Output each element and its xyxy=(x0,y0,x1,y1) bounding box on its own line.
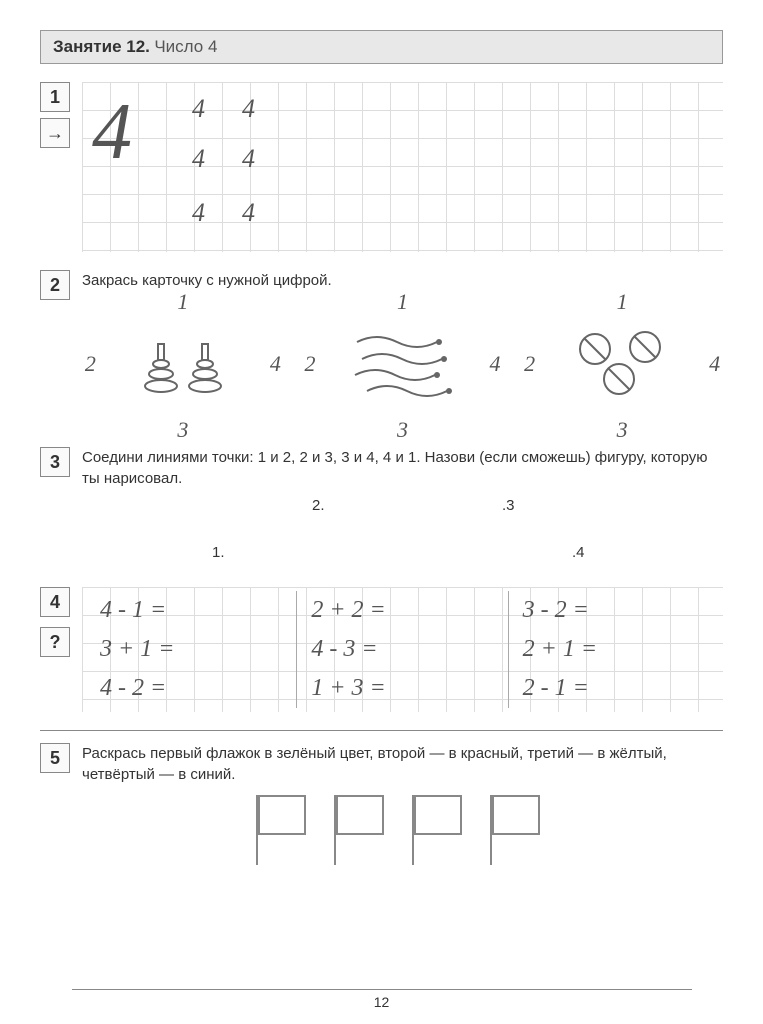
exercise-4: 4 ? 4 - 1 = 2 + 2 = 3 - 2 = 3 + 1 = 4 - … xyxy=(40,587,723,712)
card-label-bottom: 3 xyxy=(397,417,408,443)
divider xyxy=(40,730,723,731)
math-problem: 4 - 3 = xyxy=(297,630,508,669)
card-label-top: 1 xyxy=(397,289,408,315)
pyramid-icon xyxy=(186,334,224,394)
point-4: .4 xyxy=(572,544,585,561)
help-box: ? xyxy=(40,627,70,657)
flag-2 xyxy=(334,795,394,865)
exercise-1: 1 → 4 4 4 4 4 4 4 xyxy=(40,82,723,252)
flag-4 xyxy=(490,795,550,865)
trace-digit: 4 xyxy=(242,198,255,228)
math-row: 4 - 1 = 2 + 2 = 3 - 2 = xyxy=(86,591,719,630)
math-problem: 3 - 2 = xyxy=(509,591,719,630)
trace-digit: 4 xyxy=(192,144,205,174)
worms-icon xyxy=(347,327,457,402)
point-3: .3 xyxy=(502,497,515,514)
math-row: 4 - 2 = 1 + 3 = 2 - 1 = xyxy=(86,669,719,708)
exercise-number-3: 3 xyxy=(40,447,70,477)
card-label-right: 4 xyxy=(489,351,500,377)
math-problem: 3 + 1 = xyxy=(86,630,297,669)
exercise-5: 5 Раскрась первый флажок в зелёный цвет,… xyxy=(40,743,723,865)
card-pyramids: 1 3 2 4 xyxy=(93,299,273,429)
balls-icon xyxy=(567,327,677,402)
page-number: 12 xyxy=(72,989,692,1010)
card-label-right: 4 xyxy=(709,351,720,377)
card-worms: 1 3 2 4 xyxy=(312,299,492,429)
flags-row xyxy=(82,795,723,865)
math-problem: 1 + 3 = xyxy=(297,669,508,708)
dots-area: 2. .3 1. .4 xyxy=(132,489,723,569)
trace-digit: 4 xyxy=(242,94,255,124)
flag-1 xyxy=(256,795,316,865)
ex3-instruction: Соедини линиями точки: 1 и 2, 2 и 3, 3 и… xyxy=(82,447,723,489)
card-label-bottom: 3 xyxy=(177,417,188,443)
lesson-topic: Число 4 xyxy=(154,37,217,56)
flag-3 xyxy=(412,795,472,865)
exercise-3: 3 Соедини линиями точки: 1 и 2, 2 и 3, 3… xyxy=(40,447,723,569)
card-balls: 1 3 2 4 xyxy=(532,299,712,429)
big-digit-4: 4 xyxy=(92,87,132,178)
card-label-right: 4 xyxy=(270,351,281,377)
card-label-left: 2 xyxy=(85,351,96,377)
pyramid-icon xyxy=(142,334,180,394)
exercise-2: 2 Закрась карточку с нужной цифрой. 1 3 … xyxy=(40,270,723,429)
exercise-number-2: 2 xyxy=(40,270,70,300)
math-problem: 4 - 2 = xyxy=(86,669,297,708)
tracing-grid: 4 4 4 4 4 4 4 xyxy=(82,82,723,252)
card-label-top: 1 xyxy=(617,289,628,315)
math-problem: 2 - 1 = xyxy=(509,669,719,708)
ex5-instruction: Раскрась первый флажок в зелёный цвет, в… xyxy=(82,743,723,785)
math-row: 3 + 1 = 4 - 3 = 2 + 1 = xyxy=(86,630,719,669)
math-problems-grid: 4 - 1 = 2 + 2 = 3 - 2 = 3 + 1 = 4 - 3 = … xyxy=(82,587,723,712)
cards-row: 1 3 2 4 1 3 2 4 xyxy=(82,299,723,429)
card-label-left: 2 xyxy=(304,351,315,377)
point-1: 1. xyxy=(212,544,225,561)
math-problem: 4 - 1 = xyxy=(86,591,297,630)
card-label-left: 2 xyxy=(524,351,535,377)
trace-digit: 4 xyxy=(242,144,255,174)
card-label-top: 1 xyxy=(177,289,188,315)
point-2: 2. xyxy=(312,497,325,514)
exercise-number-5: 5 xyxy=(40,743,70,773)
exercise-number-4: 4 xyxy=(40,587,70,617)
trace-digit: 4 xyxy=(192,94,205,124)
lesson-number: Занятие 12. xyxy=(53,37,150,56)
math-problem: 2 + 2 = xyxy=(297,591,508,630)
card-label-bottom: 3 xyxy=(617,417,628,443)
math-problem: 2 + 1 = xyxy=(509,630,719,669)
ex2-instruction: Закрась карточку с нужной цифрой. xyxy=(82,270,723,291)
exercise-number-1: 1 xyxy=(40,82,70,112)
lesson-title-bar: Занятие 12. Число 4 xyxy=(40,30,723,64)
trace-digit: 4 xyxy=(192,198,205,228)
arrow-icon: → xyxy=(40,118,70,148)
